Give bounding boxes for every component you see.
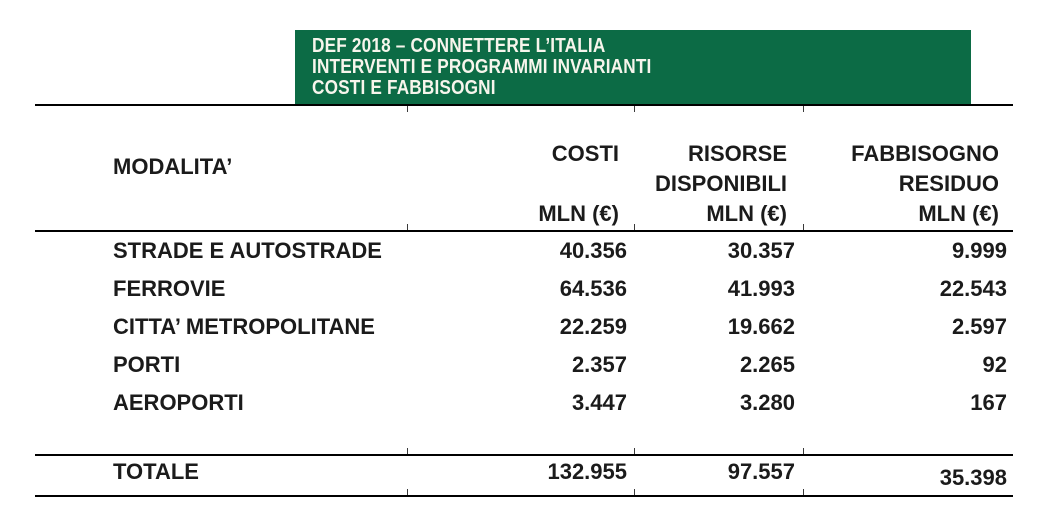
column-tick (634, 489, 635, 495)
row-costi-value: 64.536 (559, 276, 627, 301)
row-costi-value: 40.356 (559, 238, 627, 263)
row-label: PORTI (113, 352, 181, 377)
column-tick (803, 448, 804, 454)
row-costi-value: 2.357 (571, 352, 627, 377)
row-label: CITTA’ METROPOLITANE (113, 314, 375, 339)
row-fabbisogno-value: 167 (970, 390, 1007, 415)
column-tick (407, 224, 408, 230)
banner-title-line2: INTERVENTI E PROGRAMMI INVARIANTI (312, 56, 652, 78)
row-fabbisogno-value: 92 (982, 352, 1007, 377)
banner-title-line1: DEF 2018 – CONNETTERE L’ITALIA (312, 35, 606, 57)
column-header-costi-unit: MLN (€) (538, 201, 619, 226)
row-risorse-value: 3.280 (739, 390, 795, 415)
column-tick (803, 224, 804, 230)
total-label: TOTALE (113, 459, 199, 484)
column-header-fabbisogno: FABBISOGNO (851, 141, 999, 166)
title-banner: DEF 2018 – CONNETTERE L’ITALIA INTERVENT… (295, 30, 971, 105)
column-header-fabbisogno-unit: MLN (€) (918, 201, 999, 226)
row-risorse-value: 19.662 (727, 314, 795, 339)
column-tick (407, 106, 408, 112)
row-label: AEROPORTI (113, 390, 244, 415)
column-tick (634, 448, 635, 454)
column-tick (407, 489, 408, 495)
column-tick (407, 448, 408, 454)
column-header-risorse-unit: MLN (€) (706, 201, 787, 226)
row-fabbisogno-value: 2.597 (951, 314, 1007, 339)
total-risorse-value: 97.557 (727, 459, 795, 484)
column-header-costi: COSTI (551, 141, 619, 166)
column-header-risorse: RISORSE (687, 141, 787, 166)
row-label: STRADE E AUTOSTRADE (113, 238, 382, 263)
row-costi-value: 22.259 (559, 314, 627, 339)
row-risorse-value: 2.265 (739, 352, 795, 377)
column-tick (634, 224, 635, 230)
row-fabbisogno-value: 22.543 (939, 276, 1007, 301)
column-tick (803, 489, 804, 495)
row-costi-value: 3.447 (571, 390, 627, 415)
column-tick (634, 106, 635, 112)
row-label: FERROVIE (113, 276, 226, 301)
row-risorse-value: 30.357 (727, 238, 795, 263)
row-risorse-value: 41.993 (727, 276, 795, 301)
total-costi-value: 132.955 (547, 459, 627, 484)
rule-top (35, 104, 1013, 106)
banner-title-line3: COSTI E FABBISOGNI (312, 77, 496, 99)
total-fabbisogno-value: 35.398 (939, 465, 1007, 490)
rule-bottom (35, 495, 1013, 497)
column-header-disponibili: DISPONIBILI (654, 171, 787, 196)
column-header-residuo: RESIDUO (898, 171, 999, 196)
column-tick (803, 106, 804, 112)
row-fabbisogno-value: 9.999 (951, 238, 1007, 263)
rule-header-bottom (35, 230, 1013, 232)
rule-above-total (35, 454, 1013, 456)
column-header-modalita: MODALITA’ (113, 154, 233, 179)
